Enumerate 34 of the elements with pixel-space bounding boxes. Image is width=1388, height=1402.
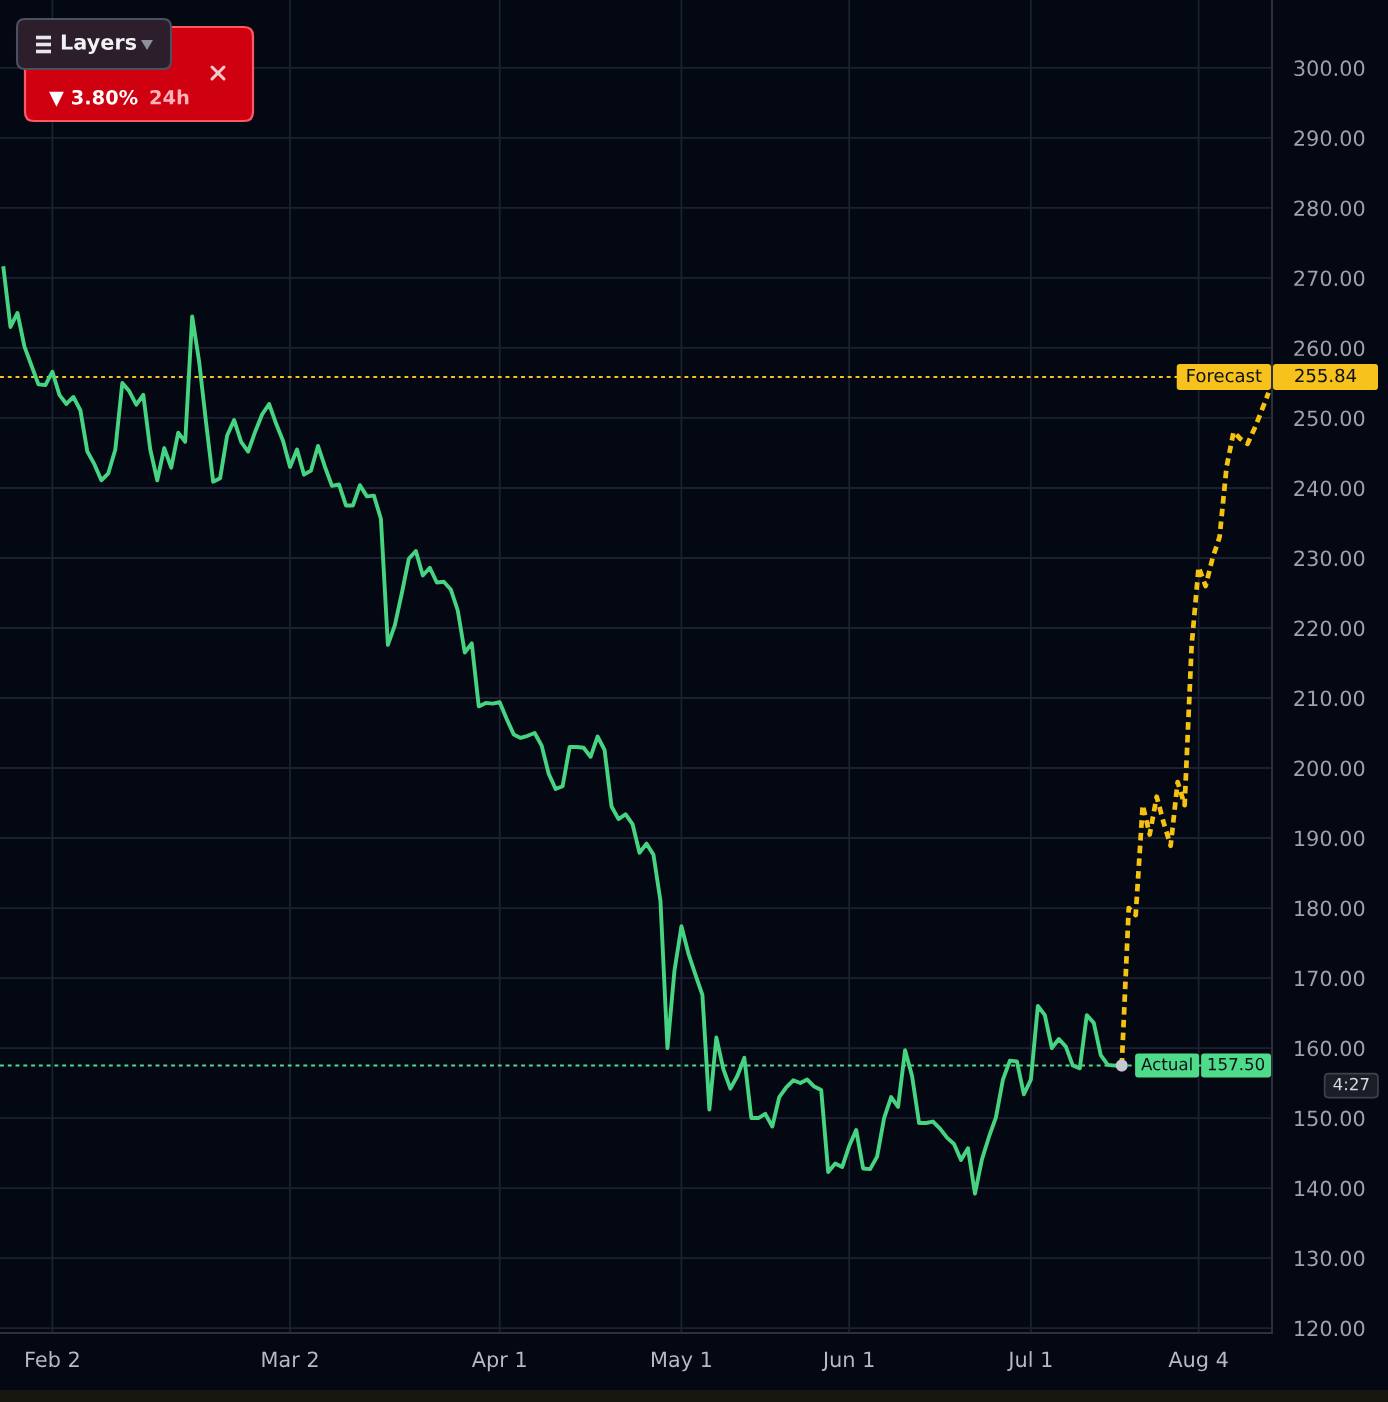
ref-line-label: Actual xyxy=(1141,1057,1192,1071)
x-tick-label: May 1 xyxy=(652,1351,711,1372)
annotation: 24h xyxy=(150,89,189,105)
annotation: 157.50 xyxy=(1208,1057,1265,1071)
y-tick-label: 140.00 xyxy=(1295,1180,1365,1197)
y-tick-label: 160.00 xyxy=(1295,1040,1365,1057)
y-tick-label: 130.00 xyxy=(1295,1250,1365,1267)
y-tick-label: 200.00 xyxy=(1294,760,1365,777)
y-tick-label: 150.00 xyxy=(1295,1110,1365,1127)
annotation: Layers xyxy=(61,34,137,55)
y-tick-label: 210.00 xyxy=(1294,690,1365,707)
text: 255.84 xyxy=(1295,368,1357,383)
y-tick-label: 240.00 xyxy=(1294,480,1365,497)
y-tick-label: 220.00 xyxy=(1294,620,1365,637)
x-tick-label: Feb 2 xyxy=(26,1351,79,1368)
y-tick-label: 250.00 xyxy=(1294,410,1365,427)
ref-line-label: Forecast xyxy=(1187,368,1262,383)
y-tick-label: 230.00 xyxy=(1294,550,1365,567)
text: 4:27 xyxy=(1333,1077,1369,1091)
x-tick-label: Aug 4 xyxy=(1168,1351,1228,1372)
y-tick-label: 260.00 xyxy=(1294,340,1365,357)
y-tick-label: 120.00 xyxy=(1295,1320,1365,1337)
y-tick-label: 270.00 xyxy=(1294,270,1365,287)
x-tick-label: Apr 1 xyxy=(471,1351,526,1372)
y-tick-label: 290.00 xyxy=(1294,130,1365,147)
x-tick-label: Jun 1 xyxy=(821,1351,874,1372)
annotation: ▼ 3.80% xyxy=(49,89,138,107)
y-tick-label: 170.00 xyxy=(1295,970,1365,987)
x-tick-label: Mar 2 xyxy=(262,1351,318,1368)
y-tick-label: 300.00 xyxy=(1294,60,1365,77)
y-tick-label: 180.00 xyxy=(1295,900,1365,917)
y-tick-label: 190.00 xyxy=(1295,830,1365,847)
x-tick-label: Jul 1 xyxy=(1007,1351,1052,1372)
y-tick-label: 280.00 xyxy=(1294,200,1365,217)
